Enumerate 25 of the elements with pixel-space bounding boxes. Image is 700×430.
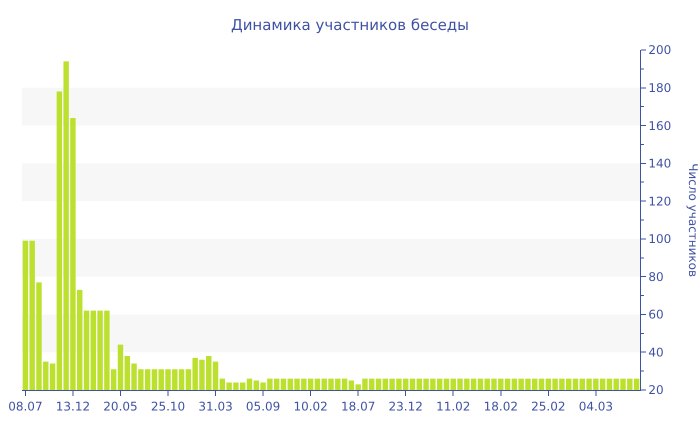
x-tick-label: 25.10 bbox=[150, 399, 186, 414]
y-tick-label: 40 bbox=[648, 345, 664, 360]
chart-title: Динамика участников беседы bbox=[230, 16, 470, 34]
y-tick-label: 120 bbox=[648, 194, 672, 208]
x-tick-label: 20.05 bbox=[103, 399, 138, 414]
x-tick-label: 25.02 bbox=[531, 399, 566, 414]
y-tick-label: 200 bbox=[648, 43, 672, 58]
y-tick-label: 100 bbox=[648, 232, 672, 246]
x-tick-label: 11.02 bbox=[436, 399, 470, 414]
y-axis-title: Число участников bbox=[686, 163, 700, 278]
x-tick-label: 13.12 bbox=[56, 399, 90, 414]
x-tick-label: 10.02 bbox=[293, 399, 328, 414]
y-tick-label: 20 bbox=[648, 383, 664, 398]
y-tick-label: 60 bbox=[648, 308, 664, 322]
y-tick-label: 160 bbox=[648, 118, 672, 133]
x-tick-label: 23.12 bbox=[388, 399, 423, 414]
x-tick-label: 18.07 bbox=[340, 399, 376, 414]
x-tick-label: 31.03 bbox=[198, 399, 233, 414]
x-tick-label: 04.03 bbox=[578, 399, 614, 414]
x-tick-label: 08.07 bbox=[8, 399, 43, 414]
y-tick-label: 80 bbox=[648, 270, 664, 284]
y-tick-label: 180 bbox=[648, 80, 672, 95]
x-tick-label: 18.02 bbox=[484, 399, 518, 414]
y-tick-label: 140 bbox=[648, 156, 672, 171]
x-tick-label: 05.09 bbox=[246, 399, 280, 414]
